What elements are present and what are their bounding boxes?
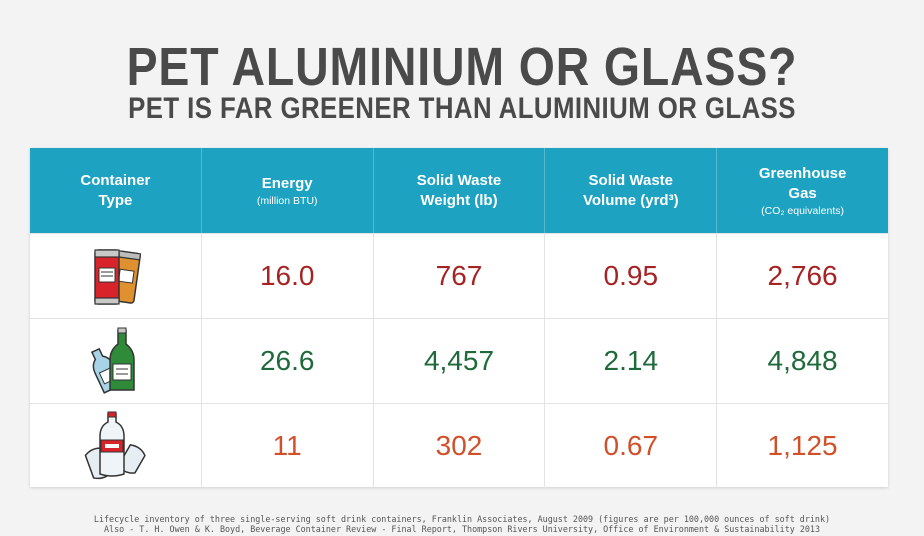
page-title: PET ALUMINIUM OR GLASS? (126, 37, 798, 97)
header-label: Energy (261, 174, 313, 192)
header-solid-waste-volume: Solid Waste Volume (yrd³) (545, 148, 718, 233)
solid-waste-volume-value: 0.95 (545, 234, 718, 318)
table-row-aluminium: 16.0 767 0.95 2,766 (30, 233, 888, 318)
solid-waste-volume-value: 2.14 (545, 319, 718, 403)
source-citation: Lifecycle inventory of three single-serv… (0, 514, 924, 534)
header-label: Volume (yrd³) (583, 191, 679, 209)
solid-waste-weight-value: 4,457 (374, 319, 546, 403)
citation-line: Lifecycle inventory of three single-serv… (93, 514, 831, 524)
table-header: Container Type Energy (million BTU) Soli… (30, 148, 888, 233)
solid-waste-weight-value: 302 (374, 404, 546, 488)
header-energy: Energy (million BTU) (202, 148, 374, 233)
page-subtitle: PET IS FAR GREENER THAN ALUMINIUM OR GLA… (128, 92, 796, 125)
solid-waste-volume-value: 0.67 (545, 404, 718, 488)
header-greenhouse-gas: Greenhouse Gas (CO₂ equivalents) (717, 148, 888, 233)
energy-value: 11 (202, 404, 374, 488)
table-row-glass: 26.6 4,457 2.14 4,848 (30, 318, 888, 403)
header-unit: (CO₂ equivalents) (761, 204, 845, 217)
header-label: Container (80, 171, 151, 189)
comparison-table: Container Type Energy (million BTU) Soli… (30, 148, 888, 488)
glass-bottles-icon (30, 319, 202, 403)
aluminium-cans-icon (30, 234, 202, 318)
header-label: Greenhouse (758, 164, 847, 182)
header-unit: (million BTU) (256, 194, 318, 207)
table-row-pet: 11 302 0.67 1,125 (30, 403, 888, 488)
pet-bottles-icon (30, 404, 202, 488)
header-label: Weight (lb) (420, 191, 498, 209)
greenhouse-gas-value: 4,848 (767, 345, 838, 376)
citation-line: Also - T. H. Owen & K. Boyd, Beverage Co… (104, 524, 820, 534)
header-solid-waste-weight: Solid Waste Weight (lb) (374, 148, 546, 233)
header-label: Solid Waste (416, 171, 502, 189)
energy-value: 16.0 (202, 234, 374, 318)
header-label: Type (98, 191, 133, 209)
greenhouse-gas-value: 1,125 (767, 430, 838, 461)
header-label: Solid Waste (588, 171, 674, 189)
energy-value: 26.6 (202, 319, 374, 403)
greenhouse-gas-value: 2,766 (767, 260, 838, 291)
solid-waste-weight-value: 767 (374, 234, 546, 318)
header-container-type: Container Type (30, 148, 202, 233)
header-label: Gas (788, 184, 817, 202)
